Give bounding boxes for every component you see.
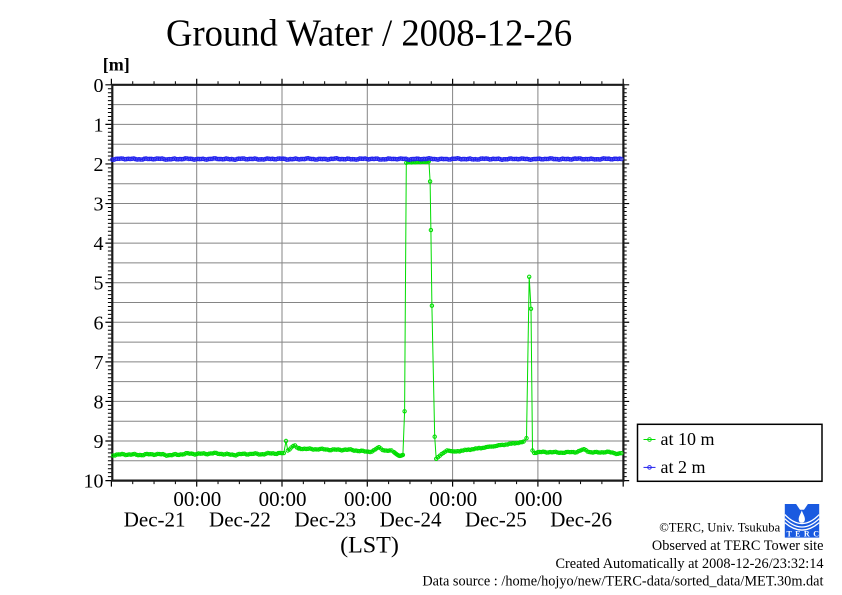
svg-text:Dec-25: Dec-25 bbox=[465, 508, 527, 532]
svg-text:00:00: 00:00 bbox=[429, 487, 477, 511]
svg-text:E: E bbox=[795, 529, 800, 538]
svg-text:00:00: 00:00 bbox=[259, 487, 307, 511]
svg-text:5: 5 bbox=[94, 273, 104, 295]
svg-text:at 10 m: at 10 m bbox=[661, 429, 715, 449]
svg-text:at 2 m: at 2 m bbox=[661, 457, 706, 477]
svg-text:Dec-21: Dec-21 bbox=[124, 508, 186, 532]
svg-text:00:00: 00:00 bbox=[173, 487, 221, 511]
svg-text:00:00: 00:00 bbox=[344, 487, 392, 511]
svg-text:4: 4 bbox=[94, 233, 104, 255]
svg-text:Dec-24: Dec-24 bbox=[380, 508, 442, 532]
svg-text:R: R bbox=[804, 529, 810, 538]
svg-text:©TERC, Univ. Tsukuba: ©TERC, Univ. Tsukuba bbox=[659, 520, 780, 534]
svg-text:1: 1 bbox=[94, 114, 104, 136]
svg-text:9: 9 bbox=[94, 431, 104, 453]
svg-text:C: C bbox=[813, 529, 819, 538]
svg-text:Ground Water / 2008-12-26: Ground Water / 2008-12-26 bbox=[166, 13, 572, 55]
svg-text:10: 10 bbox=[84, 471, 104, 493]
svg-text:Dec-23: Dec-23 bbox=[294, 508, 356, 532]
svg-text:8: 8 bbox=[94, 391, 104, 413]
svg-text:0: 0 bbox=[94, 75, 104, 97]
svg-text:2: 2 bbox=[94, 154, 104, 176]
svg-text:7: 7 bbox=[94, 352, 104, 374]
svg-text:Data source : /home/hojyo/new/: Data source : /home/hojyo/new/TERC-data/… bbox=[422, 574, 823, 590]
svg-text:00:00: 00:00 bbox=[515, 487, 563, 511]
svg-text:3: 3 bbox=[94, 194, 104, 216]
svg-text:Observed at TERC Tower site: Observed at TERC Tower site bbox=[652, 538, 824, 554]
svg-text:T: T bbox=[787, 529, 793, 538]
svg-text:Created Automatically at 2008-: Created Automatically at 2008-12-26/23:3… bbox=[555, 556, 823, 572]
svg-text:(LST): (LST) bbox=[340, 532, 399, 558]
svg-text:[m]: [m] bbox=[103, 55, 130, 75]
svg-text:6: 6 bbox=[94, 312, 104, 334]
svg-text:Dec-26: Dec-26 bbox=[550, 508, 612, 532]
svg-text:Dec-22: Dec-22 bbox=[209, 508, 271, 532]
